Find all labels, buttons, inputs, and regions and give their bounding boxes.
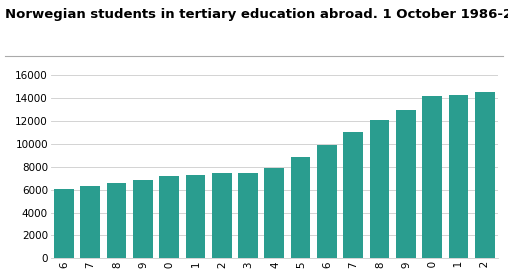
Bar [54, 189, 74, 258]
Bar [212, 173, 232, 258]
Bar [107, 183, 126, 258]
Bar [343, 132, 363, 258]
Bar [133, 180, 153, 258]
Bar [291, 157, 310, 258]
Bar [396, 110, 416, 258]
Bar [160, 176, 179, 258]
Bar [422, 97, 442, 258]
Bar [80, 186, 100, 258]
Bar [449, 95, 468, 258]
Bar [475, 92, 495, 258]
Bar [185, 175, 205, 258]
Bar [238, 173, 258, 258]
Bar [317, 145, 337, 258]
Text: Norwegian students in tertiary education abroad. 1 October 1986-2002: Norwegian students in tertiary education… [5, 8, 508, 21]
Bar [370, 120, 389, 258]
Bar [265, 168, 284, 258]
